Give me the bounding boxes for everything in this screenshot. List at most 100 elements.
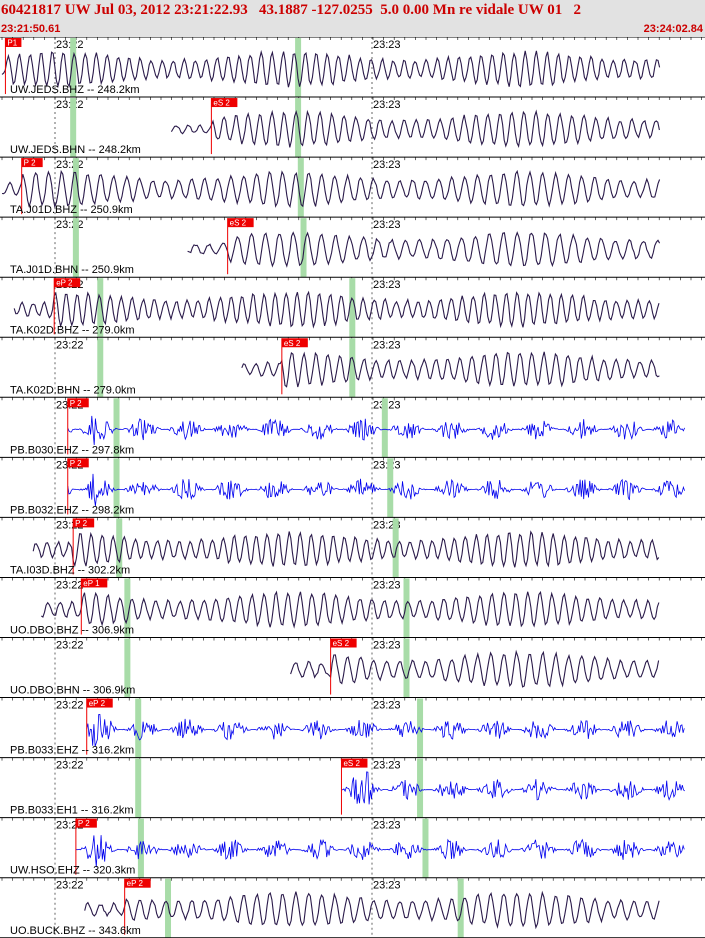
waveform-trace [290,649,660,688]
channel-row[interactable]: 23:22 23:23 eS 2 TA.K02D.BHN -- 279.0km [0,336,705,398]
channel-row[interactable]: 23:22 23:23 eP 1 UO.DBO.BHZ -- 306.9km [0,576,705,638]
pick-flag[interactable] [73,518,95,528]
channel-label: UO.DBO.BHZ -- 306.9km [10,625,134,637]
time-tick-label: 23:23 [373,700,401,712]
time-tick-label: 23:23 [373,760,401,772]
window-start-time: 23:21:50.61 [1,23,61,35]
pick-flag[interactable] [341,758,368,768]
predicted-arrival-band [387,458,394,518]
waveform-trace [1,169,661,209]
waveform-trace [170,109,660,148]
time-tick-label: 23:23 [373,820,401,832]
predicted-arrival-band [124,638,131,698]
pick-flag[interactable] [281,338,308,348]
pick-flag[interactable] [54,278,81,288]
pick-flag[interactable] [124,878,151,888]
pick-flag[interactable] [86,698,113,708]
pick-flag[interactable] [330,638,357,648]
predicted-arrival-band [97,278,104,338]
window-end-time: 23:24:02.84 [643,23,703,35]
time-tick-label: 23:22 [56,99,84,111]
predicted-arrival-band [417,698,424,758]
pick-label: P 2 [70,399,82,408]
pick-label: eS 2 [333,639,350,648]
pick-flag[interactable] [227,218,254,228]
time-tick-label: 23:23 [373,39,401,51]
time-tick-label: 23:22 [56,880,84,892]
predicted-arrival-band [381,398,388,458]
pick-flag[interactable] [5,38,22,47]
channel-row[interactable]: 23:22 23:23 P1 UW.JEDS.BHZ -- 248.2km [0,37,705,98]
channel-label: TA.J01D.BHN -- 250.9km [10,264,134,276]
channel-row[interactable]: 23:22 23:23P 2UW.HSO.EHZ -- 320.3km [0,817,705,878]
pick-flag[interactable] [75,818,97,828]
pick-label: eS 2 [284,339,301,348]
channel-row[interactable]: 23:22 23:23P 2TA.I03D.BHZ -- 302.2km [0,516,705,578]
channel-label: PB.B032.EHZ -- 298.2km [10,504,134,516]
channel-row[interactable]: 23:22 23:23 P 2 TA.J01D.BHZ -- 250.9km [0,156,705,218]
pick-flag[interactable] [67,458,89,468]
predicted-arrival-band [135,758,142,818]
time-tick-label: 23:23 [373,880,401,892]
waveform-trace [1,49,661,89]
channel-label: PB.B033.EHZ -- 316.2km [10,745,134,757]
channel-row[interactable]: 23:22 23:23 eP 2 UO.BUCK.BHZ -- 343.6km [0,877,705,938]
channel-label: UW.JEDS.BHZ -- 248.2km [10,84,140,96]
pick-label: P 2 [70,459,82,468]
channel-row[interactable]: 23:22 23:23 eS 2 UW.JEDS.BHN -- 248.2km [0,96,705,158]
channel-label: UO.DBO.BHN -- 306.9km [10,685,135,697]
pick-label: eS 2 [230,219,247,228]
predicted-arrival-band [116,518,123,578]
pick-label: P1 [7,39,17,48]
channel-label: UW.HSO.EHZ -- 320.3km [10,865,135,877]
predicted-arrival-band [70,98,77,158]
time-tick-label: 23:23 [373,640,401,652]
waveform-trace [86,713,685,747]
event-title: 60421817 UW Jul 03, 2012 23:21:22.93 43.… [1,2,581,18]
predicted-arrival-band [349,278,356,338]
pick-label: P 2 [75,519,87,528]
channel-row[interactable]: 23:22 23:23 eS 2 TA.J01D.BHN -- 250.9km [0,216,705,278]
channel-label: PB.B030.EHZ -- 297.8km [10,444,134,456]
pick-flag[interactable] [21,158,43,168]
predicted-arrival-band [417,758,424,818]
channel-label: TA.K02D.BHN -- 279.0km [10,384,136,396]
pick-flag[interactable] [81,578,108,588]
record-header: 60421817 UW Jul 03, 2012 23:21:22.93 43.… [0,0,705,37]
waveform-trace [40,590,660,629]
waveform-trace [241,351,660,388]
predicted-arrival-band [349,338,356,398]
predicted-arrival-band [295,38,302,98]
pick-label: P 2 [24,159,36,168]
channel-row[interactable]: 23:22 23:23 eP 2 PB.B033.EHZ -- 316.2km [0,697,705,758]
channel-row[interactable]: 23:22 23:23 eS 2 PB.B033.EH1 -- 316.2km [0,757,705,818]
time-tick-label: 23:23 [373,579,401,591]
predicted-arrival-band [422,818,429,878]
predicted-arrival-band [297,158,304,218]
waveform-trace [84,890,660,930]
waveform-trace [67,415,685,446]
time-tick-label: 23:23 [373,279,401,291]
channel-row[interactable]: 23:22 23:23 eS 2 UO.DBO.BHN -- 306.9km [0,637,705,698]
channel-label: UW.JEDS.BHN -- 248.2km [10,144,141,156]
time-tick-label: 23:23 [373,99,401,111]
predicted-arrival-band [300,218,307,278]
predicted-arrival-band [403,638,410,698]
predicted-arrival-band [165,878,172,938]
time-tick-label: 23:22 [56,579,84,591]
time-tick-label: 23:23 [373,219,401,231]
predicted-arrival-band [392,518,399,578]
pick-flag[interactable] [211,98,238,108]
predicted-arrival-band [137,818,144,878]
channel-label: TA.K02D.BHZ -- 279.0km [10,324,135,336]
predicted-arrival-band [72,158,79,218]
pick-label: eP 1 [83,579,100,588]
time-tick-label: 23:22 [56,700,84,712]
predicted-arrival-band [403,578,410,638]
predicted-arrival-band [124,578,131,638]
pick-flag[interactable] [67,398,89,408]
